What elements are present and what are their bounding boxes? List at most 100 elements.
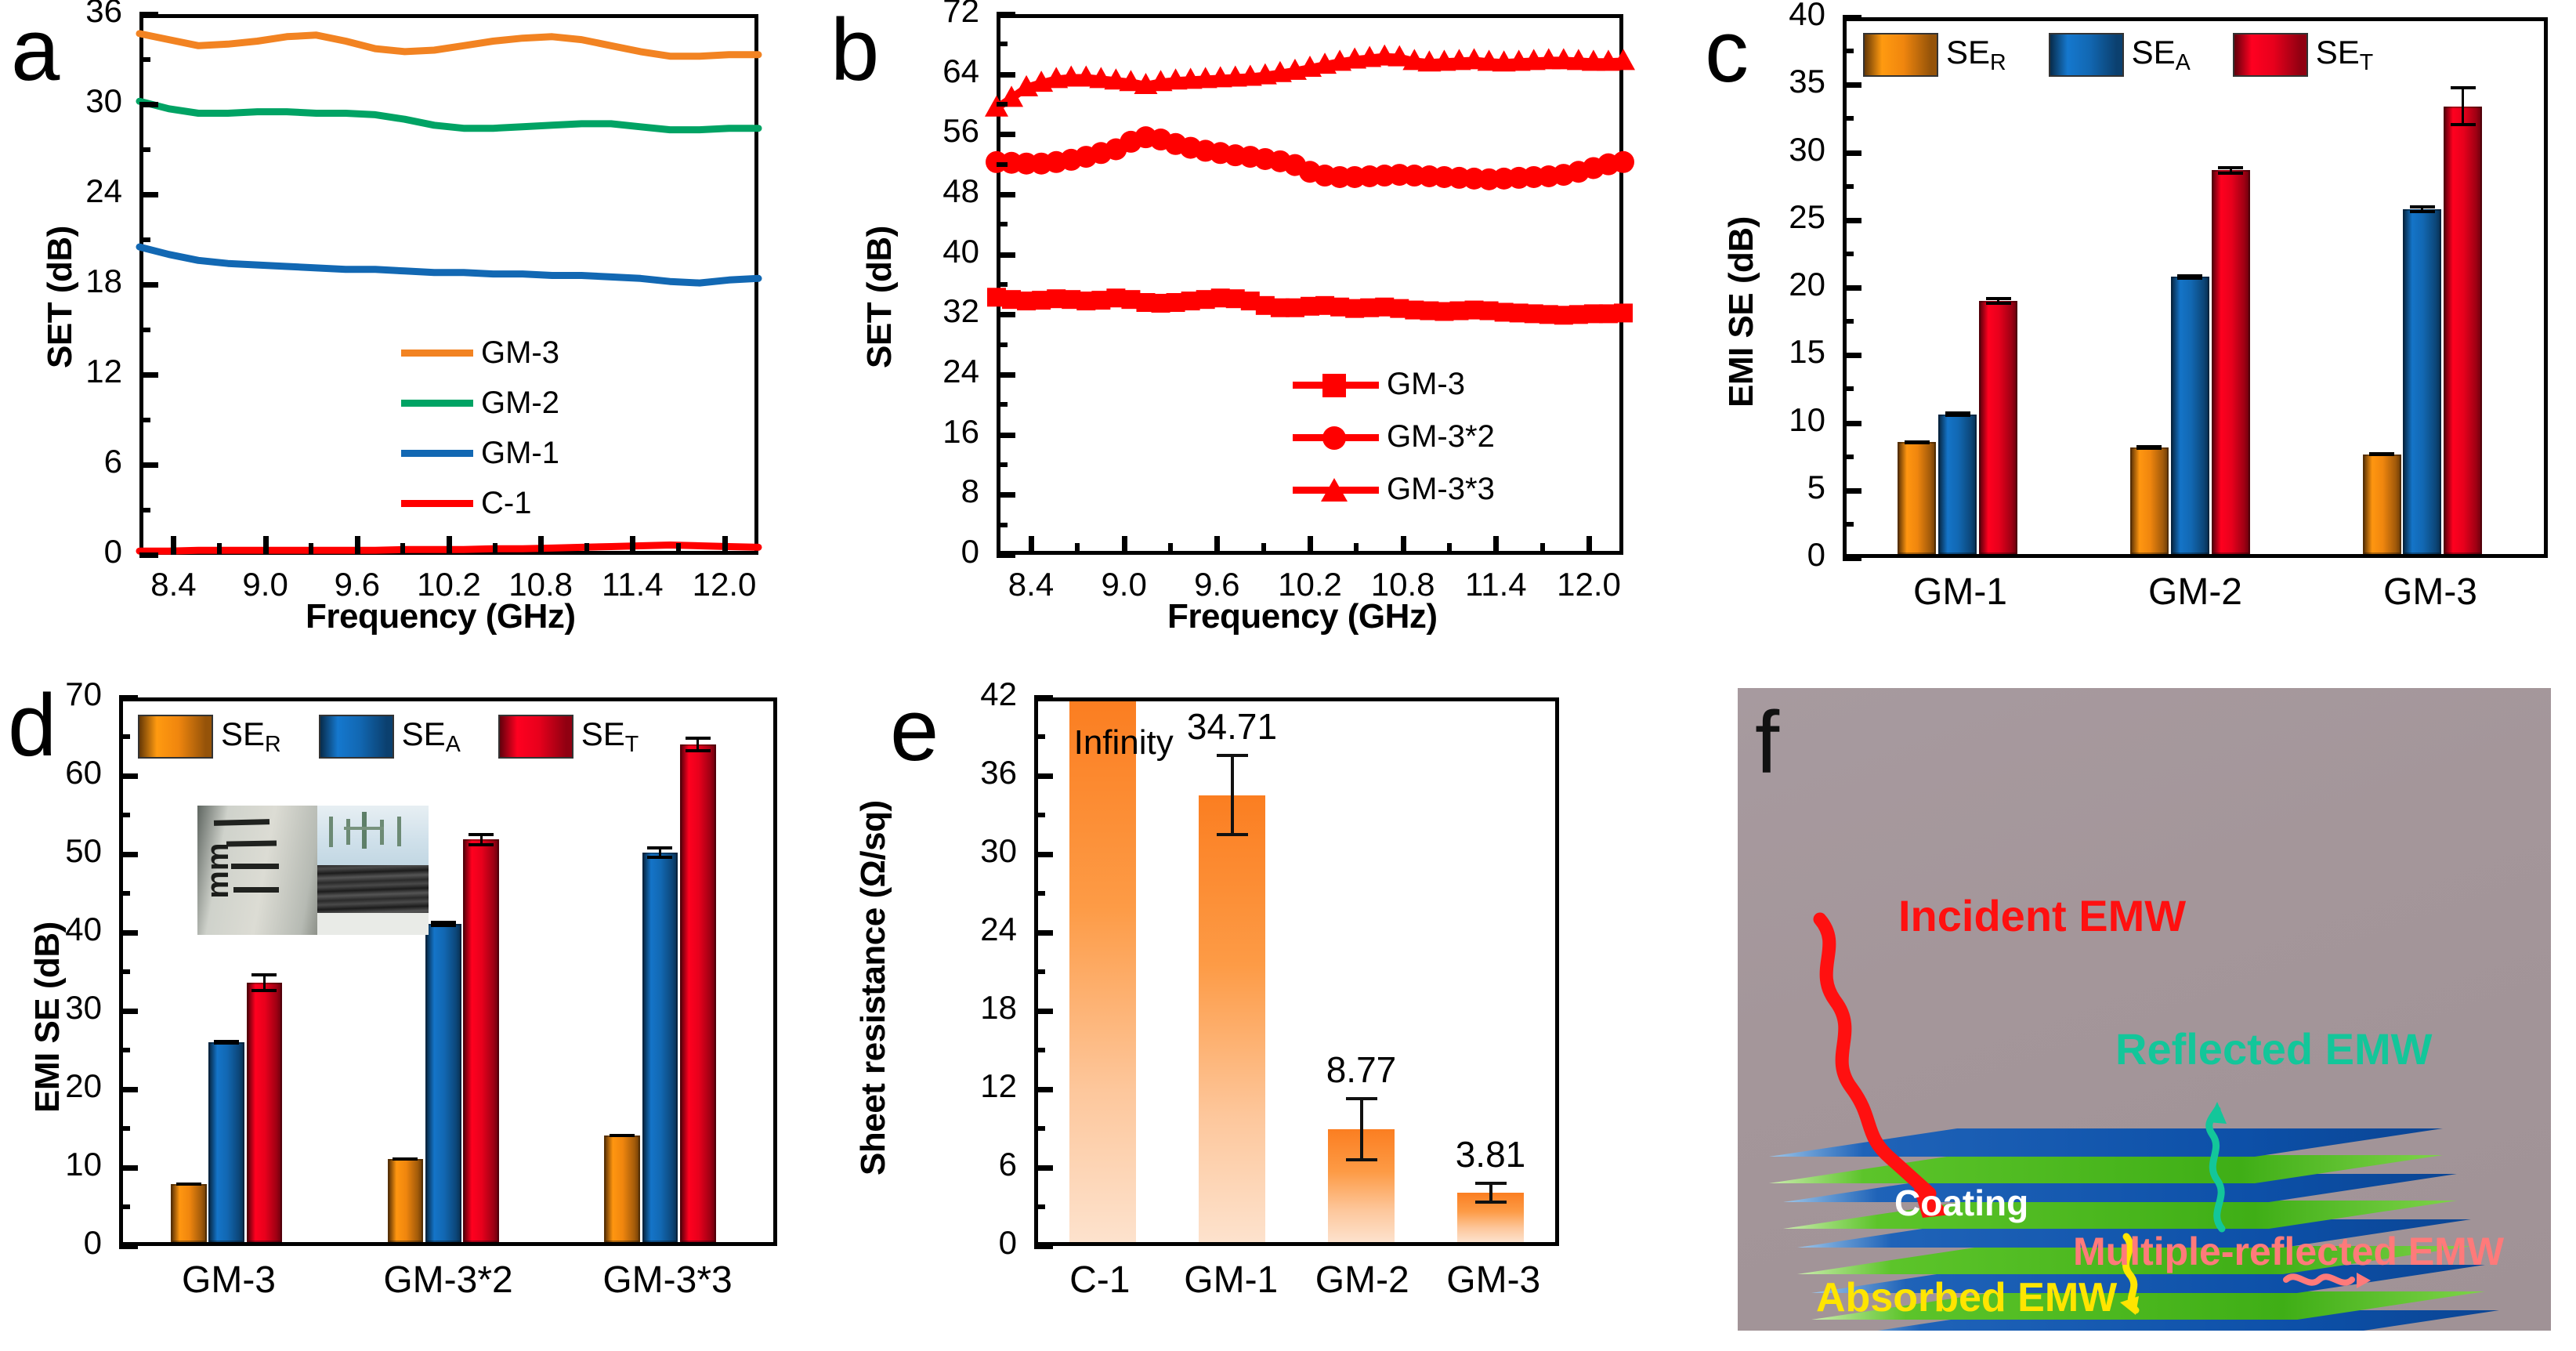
y-tick-minor	[997, 462, 1008, 467]
y-tick-major	[997, 192, 1015, 197]
inset-background-lower	[317, 912, 429, 935]
y-tick-major	[119, 695, 138, 701]
legend-item-SEA: SEA	[2048, 33, 2191, 77]
error-cap-top	[430, 920, 456, 924]
bar-value-label: 34.71	[1186, 706, 1278, 748]
y-tick-label: 8	[961, 473, 979, 510]
x-tick-label: GM-1	[1913, 571, 2007, 613]
x-tick-major	[1029, 536, 1034, 555]
bar-C-1	[1069, 701, 1137, 1242]
legend-label-subscript: A	[445, 731, 461, 757]
legend-label-main: SE	[221, 715, 266, 752]
marker-triangle	[1612, 49, 1635, 71]
y-tick-label: 56	[942, 112, 979, 150]
x-tick-major	[722, 536, 728, 555]
x-tick-label: 8.4	[1008, 566, 1055, 603]
bar-GM-3*3-SE_T	[679, 744, 716, 1242]
y-tick-major	[1034, 930, 1053, 936]
x-tick-label: 11.4	[1465, 566, 1527, 603]
marker-circle	[1612, 150, 1634, 173]
y-tick-major	[1843, 217, 1861, 223]
y-tick-minor	[997, 402, 1008, 407]
series-line-GM-2	[136, 97, 762, 134]
y-tick-label: 24	[85, 172, 122, 209]
panel-b-legend: GM-3 GM-3*2 GM-3*3	[1293, 367, 1495, 507]
legend-label-subscript: T	[2359, 49, 2374, 75]
y-tick-minor	[119, 1048, 130, 1052]
marker-triangle	[1000, 85, 1024, 107]
y-tick-minor	[119, 1204, 130, 1209]
y-tick-major	[139, 102, 158, 107]
y-tick-minor	[1843, 319, 1854, 324]
marker-triangle	[1536, 48, 1561, 70]
y-tick-label: 20	[65, 1067, 102, 1104]
error-cap-bottom	[469, 843, 494, 847]
bar-GM-3-SE_T	[246, 982, 283, 1242]
marker-triangle	[1089, 67, 1113, 89]
panel-d-inset-photo: mm	[197, 806, 429, 935]
y-tick-minor	[139, 147, 150, 152]
y-tick-major	[119, 1244, 138, 1249]
error-cap-top	[2450, 86, 2476, 90]
error-cap-bottom	[1474, 1201, 1507, 1204]
y-tick-major	[1034, 1165, 1053, 1171]
legend-label-main: SE	[2315, 34, 2360, 71]
y-tick-minor	[139, 327, 150, 332]
x-tick-minor	[217, 543, 223, 555]
y-tick-label: 60	[65, 754, 102, 791]
error-cap-top	[1474, 1182, 1507, 1186]
layer-green	[1797, 1246, 2471, 1274]
error-bar	[1489, 1182, 1492, 1204]
legend-label-main: SE	[2131, 34, 2176, 71]
y-tick-label: 18	[980, 989, 1017, 1026]
x-tick-major	[1214, 536, 1221, 555]
panel-f: f	[1692, 674, 2576, 1351]
series-line-GM-1	[136, 243, 762, 287]
bar-value-label: Infinity	[1073, 723, 1174, 762]
y-tick-label: 10	[65, 1146, 102, 1183]
marker-triangle	[1074, 65, 1098, 87]
y-tick-label: 30	[1789, 130, 1825, 168]
y-tick-major	[997, 12, 1015, 17]
y-tick-label: 40	[942, 232, 979, 270]
error-cap-bottom	[2450, 123, 2476, 127]
y-tick-minor	[1034, 891, 1045, 896]
x-tick-label: GM-3	[182, 1259, 276, 1301]
legend-item-SET: SET	[2232, 33, 2374, 77]
error-cap-bottom	[610, 1133, 635, 1137]
y-tick-label: 24	[980, 911, 1017, 947]
y-tick-label: 20	[1789, 266, 1825, 302]
panel-e: e Sheet resistance (Ω/sq) Infinity 34.71 8…	[823, 674, 1692, 1351]
error-bar	[658, 846, 661, 860]
x-tick-major	[1493, 536, 1500, 555]
y-tick-label: 48	[942, 172, 979, 209]
error-cap-bottom	[214, 1041, 240, 1045]
x-tick-minor	[1354, 543, 1359, 555]
error-cap-top	[2177, 274, 2203, 277]
x-tick-label: 10.2	[417, 566, 481, 603]
y-tick-label: 0	[1807, 536, 1825, 573]
error-bar	[2229, 166, 2232, 175]
y-tick-label: 30	[980, 832, 1017, 869]
y-tick-major	[1034, 852, 1053, 857]
error-cap-bottom	[393, 1157, 418, 1161]
bar-GM-1-SE_R	[1898, 442, 1937, 554]
legend-marker-triangle	[1293, 477, 1379, 502]
y-tick-minor	[119, 813, 130, 817]
error-bar	[2462, 86, 2465, 127]
error-cap-bottom	[1345, 1157, 1377, 1161]
y-tick-minor	[1034, 1204, 1045, 1209]
panel-a-xlabel: Frequency (GHz)	[306, 597, 576, 636]
y-tick-minor	[997, 522, 1008, 527]
inset-ruler	[197, 806, 318, 935]
error-cap-top	[685, 737, 711, 741]
x-tick-label: GM-3*2	[383, 1259, 513, 1301]
x-tick-major	[447, 536, 452, 555]
bar-value-label: 3.81	[1455, 1134, 1526, 1175]
y-tick-label: 70	[65, 676, 102, 712]
error-cap-bottom	[2409, 209, 2435, 213]
y-tick-major	[1843, 353, 1861, 359]
legend-swatch-C-1	[401, 500, 473, 507]
legend-marker-square	[1293, 373, 1379, 397]
y-tick-major	[997, 132, 1015, 138]
